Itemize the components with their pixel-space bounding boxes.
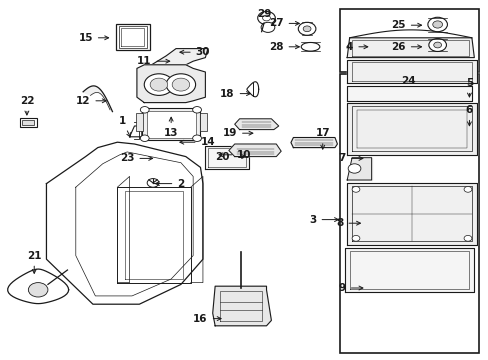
Polygon shape (344, 248, 473, 292)
Circle shape (427, 17, 447, 32)
Text: 9: 9 (338, 283, 362, 293)
Bar (339, 9, 478, 72)
Text: 13: 13 (163, 117, 178, 138)
Bar (339, 74, 478, 353)
Circle shape (432, 21, 442, 28)
Bar (146, 111, 195, 138)
Text: 28: 28 (268, 42, 299, 52)
Text: 22: 22 (20, 96, 34, 115)
Bar (136, 113, 143, 131)
Text: 30: 30 (180, 47, 210, 57)
Circle shape (351, 235, 359, 241)
Circle shape (144, 74, 173, 95)
Polygon shape (205, 146, 249, 169)
Circle shape (28, 283, 48, 297)
Circle shape (192, 135, 201, 141)
Text: 23: 23 (120, 153, 152, 163)
Text: 15: 15 (78, 33, 108, 43)
Circle shape (150, 78, 167, 91)
Text: 11: 11 (137, 56, 169, 66)
Text: 16: 16 (193, 314, 221, 324)
Text: 25: 25 (390, 20, 421, 30)
Polygon shape (346, 60, 476, 83)
Text: 20: 20 (215, 152, 245, 162)
Bar (20, 118, 37, 127)
Text: 12: 12 (76, 96, 106, 106)
Text: 10: 10 (219, 150, 251, 160)
Circle shape (172, 78, 189, 91)
Text: 7: 7 (338, 153, 362, 163)
Text: 8: 8 (336, 218, 360, 228)
Bar (199, 113, 206, 131)
Circle shape (147, 179, 159, 187)
Text: 29: 29 (256, 9, 271, 19)
Text: 14: 14 (180, 137, 215, 147)
Text: 2: 2 (155, 179, 184, 189)
Polygon shape (346, 86, 471, 101)
Polygon shape (151, 49, 207, 65)
Bar (119, 26, 147, 48)
Circle shape (428, 39, 446, 51)
Text: 21: 21 (27, 251, 41, 273)
Circle shape (303, 26, 310, 32)
Text: 6: 6 (465, 105, 472, 126)
Polygon shape (83, 86, 112, 112)
Text: 26: 26 (390, 42, 421, 52)
Circle shape (347, 164, 360, 173)
Text: 1: 1 (119, 116, 130, 137)
Polygon shape (212, 286, 271, 326)
Circle shape (463, 186, 471, 192)
Circle shape (166, 74, 195, 95)
Polygon shape (346, 183, 476, 245)
Text: 19: 19 (222, 128, 252, 138)
Circle shape (257, 12, 275, 24)
Circle shape (463, 235, 471, 241)
Polygon shape (346, 103, 476, 155)
Text: 18: 18 (220, 89, 250, 99)
Circle shape (351, 186, 359, 192)
Circle shape (262, 15, 270, 21)
Circle shape (261, 22, 274, 32)
Ellipse shape (301, 42, 319, 51)
Circle shape (192, 107, 201, 113)
Text: 4: 4 (345, 42, 367, 52)
Polygon shape (346, 158, 371, 180)
Circle shape (298, 22, 315, 35)
Text: 5: 5 (465, 78, 472, 97)
Circle shape (433, 42, 441, 48)
Polygon shape (290, 138, 337, 148)
Polygon shape (46, 142, 203, 304)
Bar (142, 108, 200, 140)
Text: 24: 24 (400, 76, 415, 86)
Polygon shape (234, 119, 278, 130)
Polygon shape (246, 82, 258, 97)
Text: 17: 17 (315, 128, 329, 149)
Bar (22, 120, 34, 125)
Circle shape (140, 107, 149, 113)
Polygon shape (228, 144, 281, 157)
Polygon shape (137, 65, 205, 103)
Polygon shape (346, 38, 473, 58)
Bar (116, 24, 149, 50)
Text: 27: 27 (268, 18, 299, 28)
Polygon shape (8, 269, 68, 303)
Text: 3: 3 (309, 215, 338, 225)
Circle shape (140, 135, 149, 141)
